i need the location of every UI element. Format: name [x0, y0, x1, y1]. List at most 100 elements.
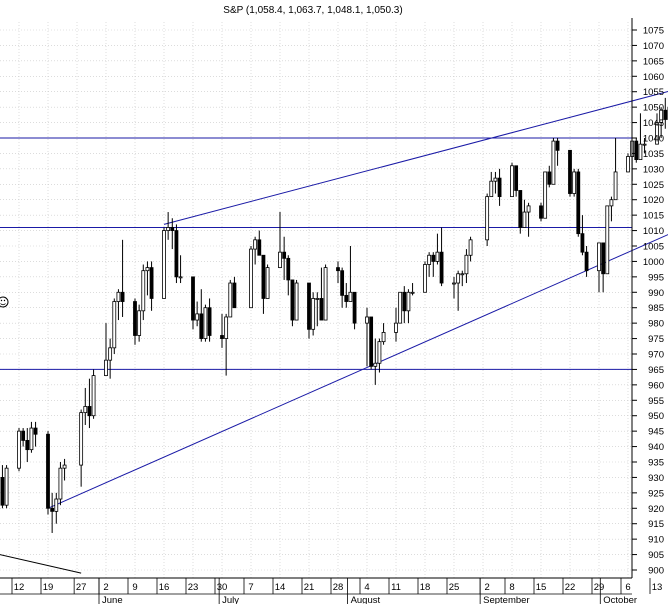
candle-body	[323, 267, 328, 321]
candle-body	[551, 140, 556, 185]
y-tick-label: 1070	[643, 41, 664, 52]
month-label: September	[483, 595, 529, 604]
candle-body	[435, 251, 440, 262]
candle-body	[17, 430, 21, 469]
candle-body	[249, 248, 253, 309]
candle	[377, 338, 382, 373]
candle-body	[166, 227, 171, 231]
candle-body	[456, 273, 461, 284]
axes: 9009059109159209259309359409459509559609…	[0, 18, 664, 604]
y-tick-label: 915	[648, 519, 664, 530]
candle-body	[21, 430, 26, 441]
candle-body	[282, 251, 287, 259]
trendline	[47, 234, 668, 509]
candle-body	[394, 322, 398, 333]
y-tick-label: 935	[648, 458, 664, 469]
candle	[91, 369, 96, 419]
candle	[120, 239, 125, 317]
candle-body	[120, 291, 125, 302]
candle	[642, 138, 647, 154]
candle	[261, 254, 266, 314]
candle-body	[340, 270, 345, 296]
candle-body	[402, 291, 407, 312]
candle-body	[87, 406, 92, 417]
x-tick-label: 25	[449, 582, 460, 593]
candle-body	[468, 239, 473, 256]
candle	[203, 304, 208, 342]
candle	[605, 205, 610, 275]
candle-body	[278, 251, 282, 269]
candle	[290, 279, 295, 327]
y-tick-label: 955	[648, 396, 664, 407]
candle-body	[642, 143, 647, 146]
candle-body	[141, 270, 146, 312]
candle-body	[655, 122, 659, 145]
candle-body	[576, 171, 581, 235]
candle	[195, 301, 200, 327]
candle	[178, 255, 183, 284]
candle	[468, 236, 473, 262]
candle-body	[580, 233, 585, 253]
candle	[286, 255, 291, 296]
candle	[340, 267, 345, 308]
candle-body	[108, 347, 113, 361]
candle	[584, 246, 589, 277]
x-tick-label: 16	[159, 582, 170, 593]
y-tick-label: 975	[648, 334, 664, 345]
candle	[514, 165, 519, 197]
candle-body	[514, 165, 519, 191]
candle	[311, 292, 316, 336]
candle	[626, 153, 630, 173]
x-tick-label: 8	[509, 582, 514, 593]
candle	[17, 428, 21, 472]
candle	[336, 261, 340, 284]
candle	[609, 196, 614, 222]
y-tick-label: 980	[648, 319, 664, 330]
candle	[365, 307, 369, 367]
month-label: August	[351, 595, 381, 604]
x-tick-label: 2	[103, 582, 108, 593]
candle-body	[493, 177, 498, 182]
candle	[613, 138, 618, 201]
grid-layer	[0, 22, 632, 578]
candle	[344, 283, 349, 308]
x-tick-label: 13	[652, 582, 663, 593]
candle	[50, 492, 55, 533]
candle	[29, 421, 34, 453]
candle-body	[79, 412, 84, 466]
candle	[162, 227, 166, 299]
x-tick-label: 19	[43, 582, 54, 593]
candle	[0, 465, 5, 509]
candle-body	[294, 282, 299, 321]
candle	[663, 97, 668, 129]
candle	[431, 252, 436, 277]
candle	[456, 270, 461, 311]
candle-body	[510, 165, 514, 198]
candle	[555, 138, 560, 166]
candle	[249, 246, 253, 309]
candle-body	[601, 242, 606, 275]
candle	[83, 387, 88, 425]
candle	[145, 261, 150, 296]
candle	[485, 193, 490, 246]
y-tick-label: 960	[648, 380, 664, 391]
candle	[655, 113, 659, 145]
candle-body	[162, 230, 166, 299]
x-tick-label: 14	[275, 582, 286, 593]
candle	[638, 113, 643, 161]
candle	[141, 264, 146, 321]
candle	[62, 458, 67, 481]
candle-body	[613, 171, 618, 201]
candle	[423, 261, 427, 293]
trendlines	[0, 90, 668, 574]
candle-body	[178, 276, 183, 279]
candle-body	[4, 467, 9, 506]
candle	[191, 276, 195, 330]
candle-body	[352, 291, 357, 324]
x-tick-label: 9	[132, 582, 137, 593]
y-tick-label: 1050	[643, 103, 664, 114]
candle	[522, 199, 527, 228]
candle-body	[290, 279, 295, 321]
